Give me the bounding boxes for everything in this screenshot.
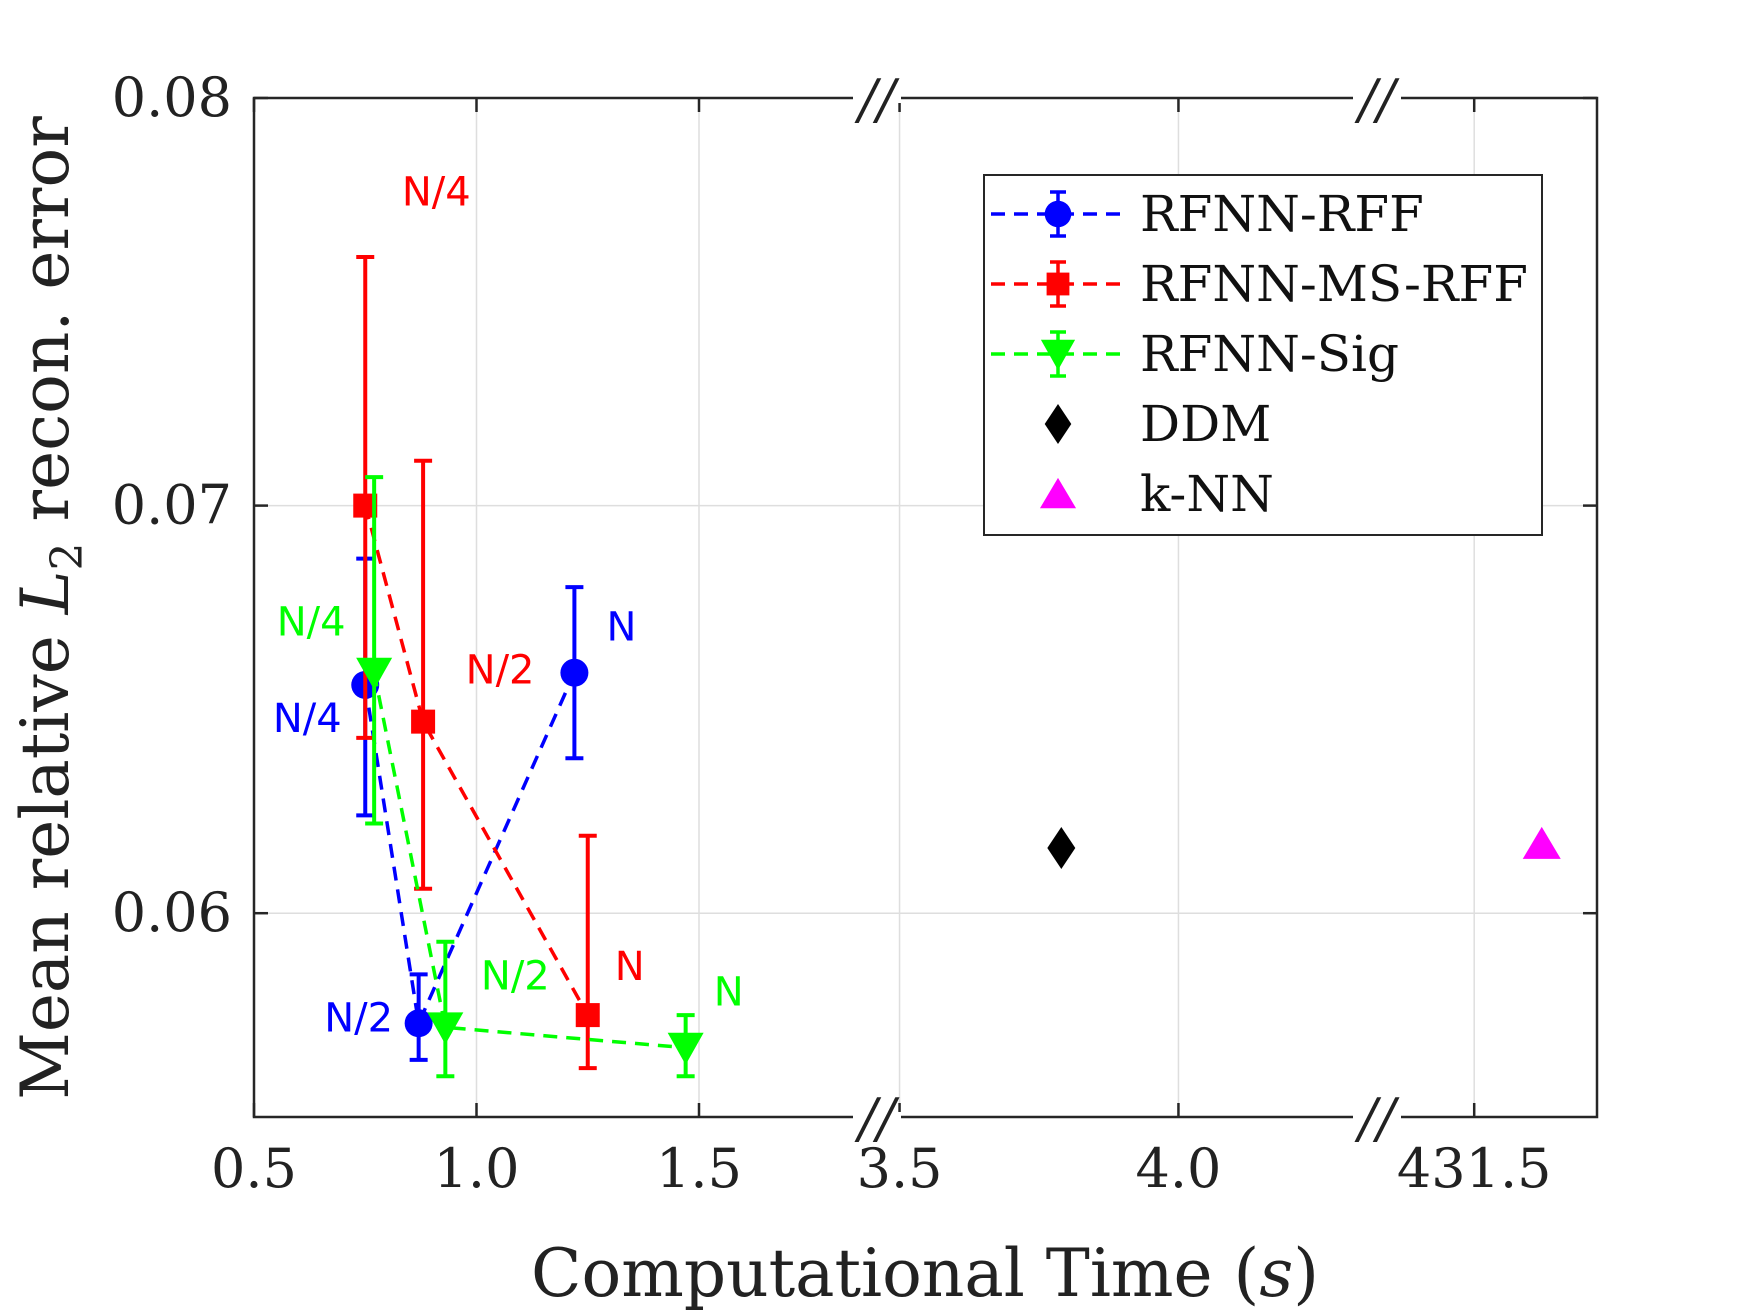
legend-item-rfnn-ms-rff: RFNN-MS-RFF — [991, 255, 1528, 313]
data-point — [427, 1012, 464, 1045]
legend-label: RFNN-Sig — [1140, 325, 1399, 383]
data-point — [575, 1003, 600, 1028]
point-label: N/4 — [273, 696, 342, 742]
x-tick-label: 0.5 — [211, 1137, 297, 1200]
data-point — [411, 709, 436, 734]
data-point — [560, 658, 589, 687]
axis-break-gap — [1353, 1112, 1401, 1122]
legend-item-k-nn: k-NN — [1039, 465, 1274, 523]
point-label: N/4 — [277, 600, 346, 646]
point-label: N/2 — [466, 648, 535, 694]
point-label: N — [606, 605, 636, 651]
legend-label: RFNN-RFF — [1140, 185, 1424, 243]
axis-break-mark: // — [1354, 1087, 1400, 1150]
point-label: N/4 — [402, 170, 471, 216]
point-label: N — [615, 944, 645, 990]
x-tick-label: 1.5 — [656, 1137, 742, 1200]
x-tick-label: 1.0 — [434, 1137, 520, 1200]
data-point — [404, 1009, 433, 1038]
y-tick-label: 0.07 — [112, 474, 232, 537]
y-tick-label: 0.08 — [112, 66, 232, 129]
legend-marker — [1039, 477, 1077, 509]
data-point — [667, 1032, 704, 1065]
legend-label: k-NN — [1140, 465, 1274, 523]
legend: RFNN-RFF RFNN-MS-RFF RFNN-Sig DDM k-NN — [983, 174, 1543, 536]
data-point — [353, 493, 378, 518]
legend-marker — [1046, 272, 1070, 296]
y-tick-label: 0.06 — [112, 881, 232, 944]
legend-marker — [1040, 339, 1076, 371]
axis-break-gap — [1353, 93, 1401, 103]
axis-ticks: 0.06 0.07 0.08 0.5 1.0 1.5 3.5 4.0 431.5 — [112, 66, 1597, 1200]
legend-item-rfnn-sig: RFNN-Sig — [991, 325, 1399, 383]
axis-break-mark: // — [1354, 68, 1400, 131]
series-ddm — [1047, 826, 1076, 869]
axis-break-mark: // — [854, 1087, 900, 1150]
legend-box — [983, 174, 1543, 536]
series-k-nn — [1522, 826, 1561, 859]
series-line — [363, 672, 576, 1030]
x-tick-label: 431.5 — [1397, 1137, 1552, 1200]
point-label: N/2 — [324, 995, 393, 1041]
point-label: N/2 — [481, 953, 550, 999]
legend-item-rfnn-rff: RFNN-RFF — [991, 185, 1424, 243]
legend-label: RFNN-MS-RFF — [1140, 255, 1528, 313]
legend-label: DDM — [1140, 395, 1271, 453]
legend-marker — [1044, 200, 1072, 228]
series-line — [363, 505, 590, 1016]
series — [351, 254, 1561, 1079]
x-tick-label: 3.5 — [857, 1137, 943, 1200]
x-tick-label: 4.0 — [1135, 1137, 1221, 1200]
series-rfnn-sig — [356, 475, 704, 1079]
series-line — [372, 672, 686, 1050]
point-labels: N/4 N/2 N N/4 N/2 N N/4 N/2 N — [273, 170, 744, 1042]
axis-break-mark: // — [854, 68, 900, 131]
data-point — [1047, 826, 1076, 869]
data-point — [1522, 826, 1561, 859]
axis-break-gap — [853, 1112, 901, 1122]
axis-break-gap — [853, 93, 901, 103]
axis-breaks: // // // // — [853, 68, 1401, 1150]
legend-item-ddm: DDM — [1044, 395, 1271, 453]
plot-area — [252, 96, 1599, 1119]
data-point — [356, 657, 393, 690]
y-axis-title: Mean relative L2 recon. error — [7, 116, 93, 1100]
x-axis-title: Computational Time (s) — [531, 1235, 1319, 1312]
legend-marker — [1044, 404, 1072, 444]
point-label: N — [714, 970, 744, 1016]
